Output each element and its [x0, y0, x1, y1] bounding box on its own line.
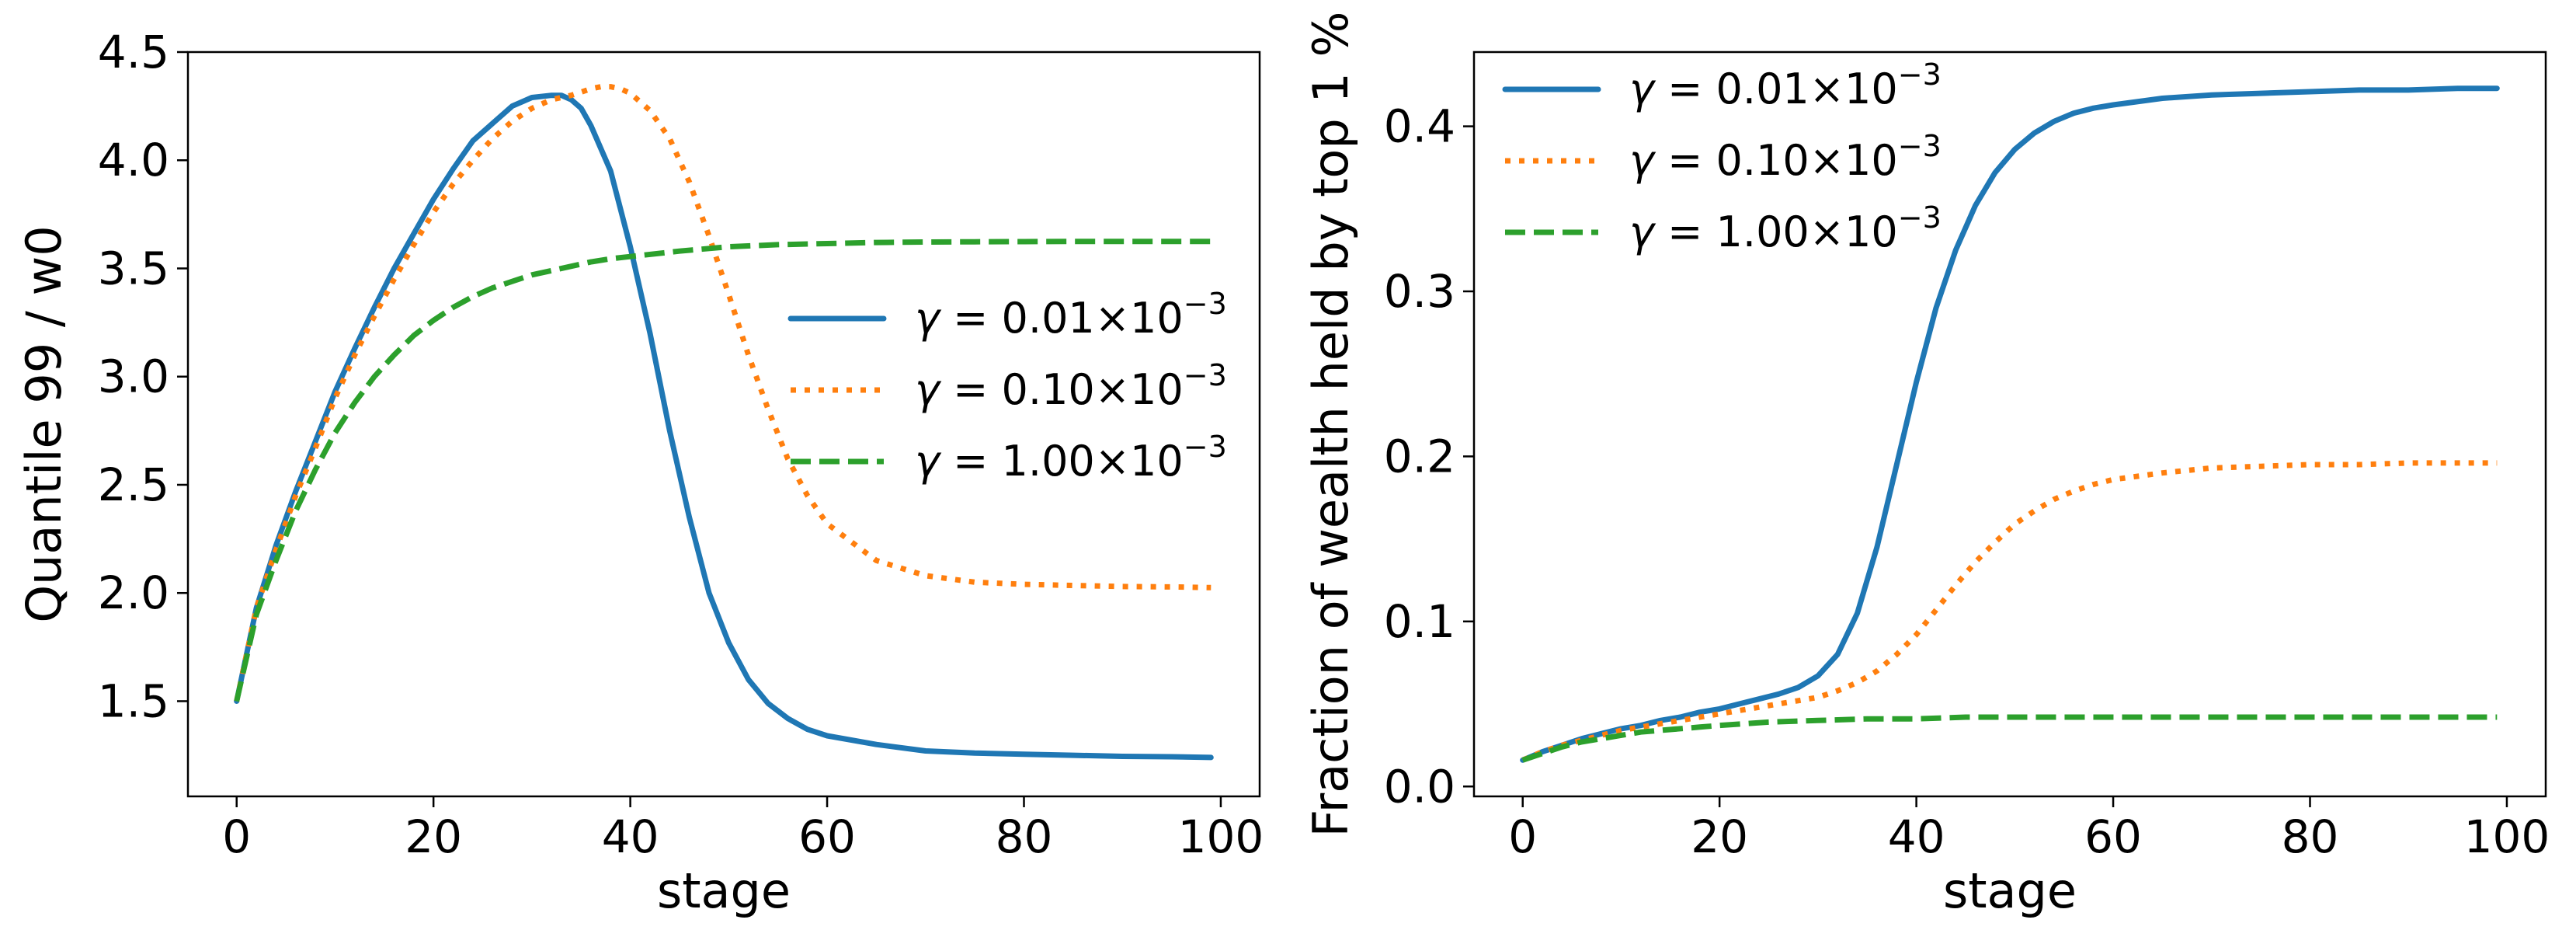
x-tick-label: 20: [405, 810, 462, 863]
legend-entry-1: γ = 0.10×10−3: [915, 358, 1227, 414]
x-tick-label: 40: [1888, 810, 1945, 863]
axes-frame: [1472, 51, 2547, 798]
x-tick-label: 20: [1691, 810, 1748, 863]
y-tick-label: 2.0: [98, 566, 169, 619]
x-tick-label: 0: [1508, 810, 1537, 863]
plot-area: [234, 84, 1214, 761]
x-axis-label: stage: [657, 862, 791, 919]
x-tick-label: 0: [222, 810, 251, 863]
y-tick-label: 0.4: [1384, 100, 1455, 153]
legend-entry-1: γ = 0.10×10−3: [1629, 129, 1942, 185]
x-tick-label: 80: [996, 810, 1053, 863]
y-tick-label: 0.3: [1384, 265, 1455, 318]
x-tick-label: 60: [798, 810, 856, 863]
y-tick-label: 2.5: [98, 458, 169, 511]
y-tick-label: 4.0: [98, 134, 169, 186]
legend-entry-2: γ = 1.00×10−3: [1629, 200, 1942, 256]
x-tick-label: 40: [602, 810, 659, 863]
left-chart-quantile-99: 0 20 40 60 80 100 1.5 2.0 2.5 3.0 3.5 4.0 4.5 stage Qu…: [16, 26, 1264, 919]
x-tick-label: 80: [2282, 810, 2339, 863]
legend-entry-0: γ = 0.01×10−3: [915, 287, 1227, 343]
legend: γ = 0.01×10−3 γ = 0.10×10−3 γ = 1.00×10−3: [1502, 57, 1942, 256]
series-line-0: [234, 92, 1214, 761]
y-tick-label: 3.0: [98, 350, 169, 403]
y-axis-label: Quantile 99 / w0: [16, 225, 72, 622]
x-tick-label: 100: [2464, 810, 2550, 863]
right-chart-top-1-percent-wealth: 0 20 40 60 80 100 0.0 0.1 0.2 0.3 0.4 stage Fraction…: [1302, 12, 2550, 919]
x-tick-label: 60: [2084, 810, 2142, 863]
legend: γ = 0.01×10−3 γ = 0.10×10−3 γ = 1.00×10−3: [787, 287, 1227, 486]
x-axis-label: stage: [1943, 862, 2077, 919]
y-tick-label: 3.5: [98, 242, 169, 294]
series-line-2: [1521, 714, 2498, 763]
legend-entry-2: γ = 1.00×10−3: [915, 430, 1227, 486]
series-line-1: [234, 84, 1212, 702]
y-tick-label: 0.0: [1384, 760, 1455, 813]
plot-area: [1520, 85, 2500, 763]
legend-entry-0: γ = 0.01×10−3: [1629, 57, 1942, 113]
y-tick-label: 1.5: [98, 674, 169, 727]
x-tick-label: 100: [1178, 810, 1264, 863]
series-line-1: [1521, 460, 2498, 763]
series-line-2: [234, 239, 1212, 702]
y-axis-label: Fraction of wealth held by top 1 %: [1302, 12, 1359, 838]
y-tick-label: 4.5: [98, 26, 169, 78]
y-tick-label: 0.1: [1384, 595, 1455, 648]
y-tick-label: 0.2: [1384, 430, 1455, 482]
axes-frame: [186, 51, 1261, 798]
